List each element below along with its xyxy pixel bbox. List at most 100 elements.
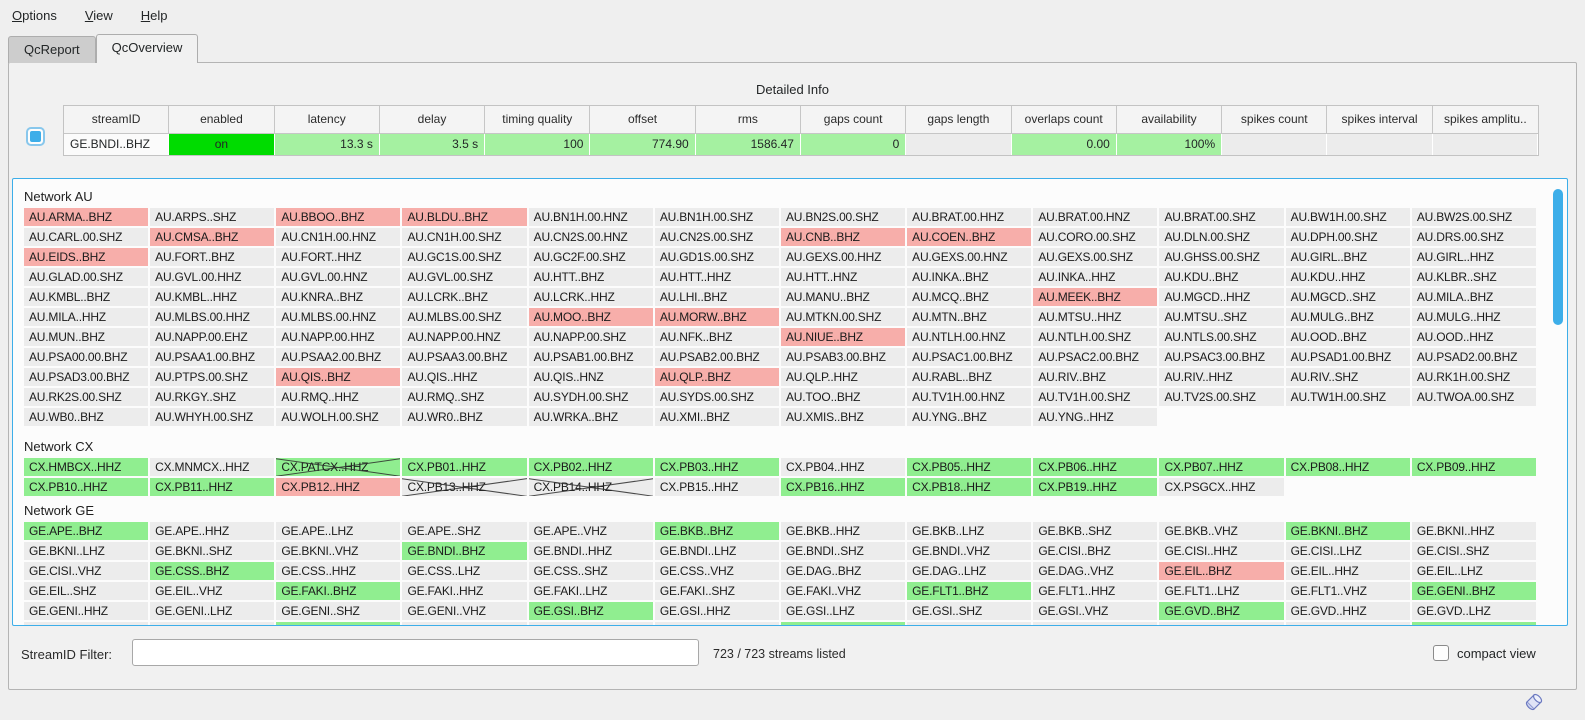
stream-cell[interactable]: AU.COEN..BHZ bbox=[907, 228, 1032, 246]
compact-view-label[interactable]: compact view bbox=[1457, 646, 1536, 661]
stream-cell[interactable]: AU.FORT..HHZ bbox=[276, 248, 401, 266]
stream-cell[interactable]: AU.YNG..HHZ bbox=[1033, 408, 1158, 426]
stream-cell[interactable]: GE.FLT1..BHZ bbox=[907, 582, 1032, 600]
stream-cell[interactable]: AU.NAPP.00.HHZ bbox=[276, 328, 401, 346]
stream-cell[interactable]: AU.GEXS.00.HHZ bbox=[780, 248, 906, 266]
stream-cell[interactable]: GE.BKNI..SHZ bbox=[150, 542, 275, 560]
stream-cell[interactable]: GE.GSI..LHZ bbox=[780, 602, 906, 620]
stream-cell[interactable]: AU.MILA..BHZ bbox=[1411, 288, 1536, 306]
stream-cell[interactable]: AU.KDU..HHZ bbox=[1285, 268, 1410, 286]
stream-cell[interactable]: AU.GC2F.00.SHZ bbox=[528, 248, 653, 266]
stream-cell[interactable]: AU.RK1H.00.SHZ bbox=[1411, 368, 1536, 386]
stream-cell[interactable]: AU.QIS..BHZ bbox=[276, 368, 401, 386]
stream-cell[interactable]: GE.FLT1..HHZ bbox=[1033, 582, 1158, 600]
column-header[interactable]: overlaps count bbox=[1011, 106, 1117, 134]
stream-cell[interactable]: GE.CSS..VHZ bbox=[654, 562, 779, 580]
streamid-filter-input[interactable] bbox=[132, 639, 699, 666]
stream-cell[interactable]: GE.GSI..SHZ bbox=[907, 602, 1032, 620]
stream-cell[interactable]: AU.PSAD1.00.BHZ bbox=[1285, 348, 1410, 366]
menu-view[interactable]: View bbox=[84, 7, 113, 23]
stream-cell[interactable]: AU.XMIS..BHZ bbox=[780, 408, 906, 426]
stream-cell[interactable]: AU.MGCD..SHZ bbox=[1285, 288, 1410, 306]
stream-cell[interactable]: GE.EIL..LHZ bbox=[1411, 562, 1536, 580]
stream-cell[interactable]: CX.PB10..HHZ bbox=[24, 478, 149, 496]
stream-cell[interactable]: AU.BBOO..BHZ bbox=[276, 208, 401, 226]
stream-cell[interactable]: AU.SYDH.00.SHZ bbox=[528, 388, 653, 406]
stream-cell[interactable]: AU.KNRA..BHZ bbox=[276, 288, 401, 306]
stream-cell[interactable]: AU.RIV..BHZ bbox=[1033, 368, 1158, 386]
stream-cell[interactable]: GE.EIL..VHZ bbox=[150, 582, 275, 600]
stream-cell[interactable] bbox=[528, 622, 653, 625]
stream-cell[interactable]: AU.PSAD3.00.BHZ bbox=[24, 368, 149, 386]
stream-cell[interactable]: GE.EIL..BHZ bbox=[1159, 562, 1284, 580]
stream-cell[interactable]: GE.CSS..HHZ bbox=[276, 562, 401, 580]
stream-cell[interactable]: AU.BRAT.00.SHZ bbox=[1159, 208, 1284, 226]
stream-cell[interactable]: AU.KMBL..HHZ bbox=[150, 288, 275, 306]
stream-cell[interactable]: AU.XMI..BHZ bbox=[654, 408, 779, 426]
stream-cell[interactable]: AU.MTN..BHZ bbox=[907, 308, 1032, 326]
stream-cell[interactable]: AU.GVL.00.HHZ bbox=[150, 268, 275, 286]
stream-cell[interactable]: GE.GSI..VHZ bbox=[1033, 602, 1158, 620]
column-header[interactable]: gaps length bbox=[906, 106, 1012, 134]
stream-cell[interactable]: GE.FAKI..BHZ bbox=[276, 582, 401, 600]
stream-cell[interactable]: GE.GVD..HHZ bbox=[1285, 602, 1410, 620]
stream-cell[interactable] bbox=[1159, 622, 1284, 625]
stream-cell[interactable]: AU.GEXS.00.SHZ bbox=[1033, 248, 1158, 266]
stream-cell[interactable]: GE.FLT1..VHZ bbox=[1285, 582, 1410, 600]
tab-qcreport[interactable]: QcReport bbox=[8, 36, 96, 63]
stream-cell[interactable]: AU.GVL.00.SHZ bbox=[402, 268, 527, 286]
detail-toggle-icon[interactable] bbox=[26, 127, 45, 146]
stream-cell[interactable]: GE.BNDI..VHZ bbox=[907, 542, 1032, 560]
stream-cell[interactable]: AU.MOO..BHZ bbox=[528, 308, 653, 326]
stream-cell[interactable] bbox=[907, 622, 1032, 625]
stream-cell[interactable]: GE.BKNI..BHZ bbox=[1285, 522, 1410, 540]
stream-cell[interactable]: AU.MEEK..BHZ bbox=[1033, 288, 1158, 306]
stream-cell[interactable]: AU.SYDS.00.SHZ bbox=[654, 388, 779, 406]
stream-cell[interactable]: AU.MGCD..HHZ bbox=[1159, 288, 1284, 306]
stream-cell[interactable]: AU.WR0..BHZ bbox=[402, 408, 527, 426]
stream-cell[interactable]: GE.BNDI..HHZ bbox=[528, 542, 653, 560]
stream-cell[interactable]: AU.TW1H.00.SHZ bbox=[1285, 388, 1410, 406]
stream-cell[interactable]: CX.PB06..HHZ bbox=[1033, 458, 1158, 476]
stream-cell[interactable]: GE.BKB..SHZ bbox=[1033, 522, 1158, 540]
stream-cell[interactable]: AU.TV2S.00.SHZ bbox=[1159, 388, 1284, 406]
column-header[interactable]: timing quality bbox=[485, 106, 591, 134]
stream-cell[interactable]: AU.NAPP.00.SHZ bbox=[528, 328, 653, 346]
stream-cell[interactable]: AU.CN1H.00.HNZ bbox=[276, 228, 401, 246]
stream-cell[interactable]: AU.TV1H.00.HNZ bbox=[907, 388, 1032, 406]
stream-cell[interactable]: AU.GHSS.00.SHZ bbox=[1159, 248, 1284, 266]
stream-cell[interactable]: AU.QIS..HHZ bbox=[402, 368, 527, 386]
column-header[interactable]: latency bbox=[274, 106, 380, 134]
stream-cell[interactable] bbox=[24, 622, 149, 625]
stream-cell[interactable]: AU.MTKN.00.SHZ bbox=[780, 308, 906, 326]
stream-cell[interactable]: CX.PB01..HHZ bbox=[402, 458, 527, 476]
stream-cell[interactable]: AU.RIV..SHZ bbox=[1285, 368, 1410, 386]
stream-cell[interactable]: AU.NTLH.00.SHZ bbox=[1033, 328, 1158, 346]
stream-cell[interactable]: AU.PSAA3.00.BHZ bbox=[402, 348, 527, 366]
stream-cell[interactable]: GE.APE..LHZ bbox=[276, 522, 401, 540]
stream-cell[interactable]: CX.PB19..HHZ bbox=[1033, 478, 1158, 496]
stream-cell[interactable]: AU.RMQ..SHZ bbox=[402, 388, 527, 406]
stream-cell[interactable]: GE.BNDI..SHZ bbox=[780, 542, 906, 560]
stream-cell[interactable]: AU.KLBR..SHZ bbox=[1411, 268, 1536, 286]
stream-cell[interactable]: GE.GVD..BHZ bbox=[1159, 602, 1284, 620]
stream-cell[interactable]: AU.EIDS..BHZ bbox=[24, 248, 149, 266]
column-header[interactable]: spikes count bbox=[1222, 106, 1328, 134]
stream-cell[interactable] bbox=[402, 622, 527, 625]
stream-cell[interactable]: GE.APE..HHZ bbox=[150, 522, 275, 540]
stream-cell[interactable]: AU.NFK..BHZ bbox=[654, 328, 779, 346]
stream-cell[interactable]: AU.BN1H.00.SHZ bbox=[654, 208, 779, 226]
stream-cell[interactable] bbox=[1285, 622, 1410, 625]
stream-cell[interactable]: AU.BRAT.00.HNZ bbox=[1033, 208, 1158, 226]
stream-cell[interactable]: AU.NAPP.00.EHZ bbox=[150, 328, 275, 346]
stream-cell[interactable]: GE.APE..BHZ bbox=[24, 522, 149, 540]
stream-cell[interactable]: GE.FAKI..HHZ bbox=[402, 582, 527, 600]
stream-cell[interactable]: AU.MUN..BHZ bbox=[24, 328, 149, 346]
stream-cell[interactable]: GE.BNDI..BHZ bbox=[402, 542, 527, 560]
stream-cell[interactable]: AU.CN2S.00.HNZ bbox=[528, 228, 653, 246]
stream-cell[interactable]: AU.CN1H.00.SHZ bbox=[402, 228, 527, 246]
stream-cell[interactable]: AU.PSAD2.00.BHZ bbox=[1411, 348, 1536, 366]
stream-cell[interactable]: AU.QLP..BHZ bbox=[654, 368, 779, 386]
column-header[interactable]: rms bbox=[695, 106, 801, 134]
stream-cell[interactable]: AU.TV1H.00.SHZ bbox=[1033, 388, 1158, 406]
